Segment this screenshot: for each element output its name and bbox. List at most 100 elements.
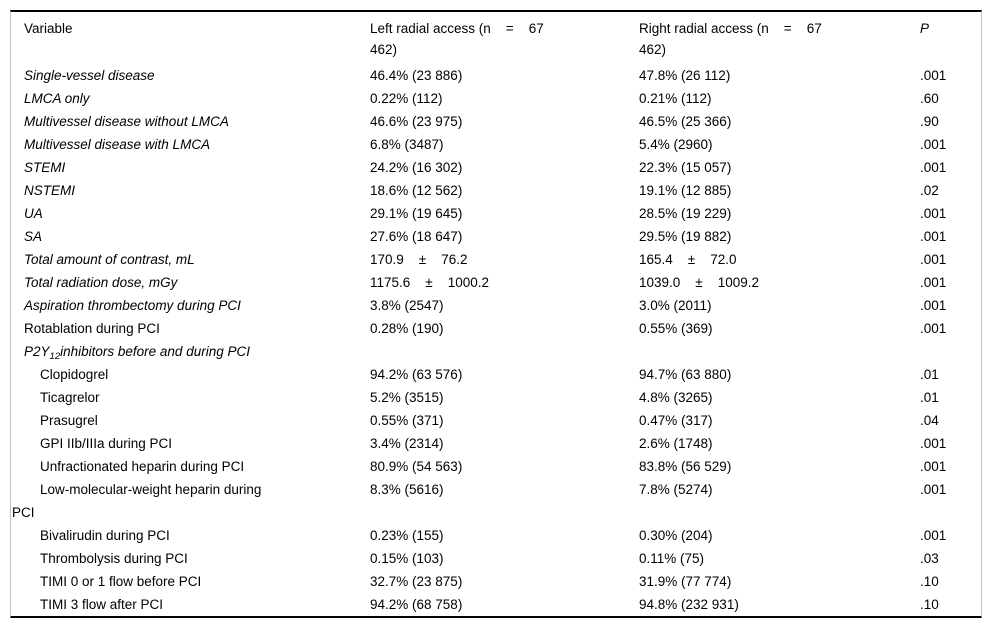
left-radial-value-cell: 5.2% (3515) <box>370 390 444 405</box>
row-label-cell: Thrombolysis during PCI <box>40 551 188 566</box>
p-value-cell: .10 <box>920 574 939 589</box>
right-radial-value-cell: 83.8% (56 529) <box>639 459 732 474</box>
left-radial-value-cell: 27.6% (18 647) <box>370 229 463 244</box>
table-row: Clopidogrel 94.2% (63 576) 94.7% (63 880… <box>11 363 981 386</box>
comparison-table: Variable Left radial access (n = 67 462)… <box>10 10 982 618</box>
p-value-cell: .01 <box>920 367 939 382</box>
right-radial-value-cell: 94.8% (232 931) <box>639 597 739 612</box>
p-value-cell: .90 <box>920 114 939 129</box>
p-value-cell: .02 <box>920 183 939 198</box>
table-row: Total amount of contrast, mL 170.9 ± 76.… <box>11 248 981 271</box>
right-radial-value-cell: 22.3% (15 057) <box>639 160 732 175</box>
col-header-left-radial-access: Left radial access (n = 67 462) <box>370 21 544 57</box>
left-radial-value-cell: 18.6% (12 562) <box>370 183 463 198</box>
row-label-cell: SA <box>24 229 43 244</box>
col-header-right-radial-access: Right radial access (n = 67 462) <box>639 21 822 57</box>
table-row: LMCA only 0.22% (112) 0.21% (112) .60 <box>11 87 981 110</box>
p-value-cell: .001 <box>920 482 947 497</box>
row-label-cell: P2Y12inhibitors before and during PCI <box>11 340 370 363</box>
p-value-cell: .10 <box>920 597 939 612</box>
row-label-cell: GPI IIb/IIIa during PCI <box>40 436 173 451</box>
left-radial-value-cell: 80.9% (54 563) <box>370 459 463 474</box>
table-row: Multivessel disease without LMCA 46.6% (… <box>11 110 981 133</box>
row-label-text: inhibitors before and during PCI <box>60 344 250 359</box>
row-label-cell: Total radiation dose, mGy <box>24 275 178 290</box>
row-label-cell: Bivalirudin during PCI <box>40 528 170 543</box>
row-label-cell: Multivessel disease without LMCA <box>24 114 229 129</box>
right-radial-value-cell: 29.5% (19 882) <box>639 229 732 244</box>
right-radial-value-cell: 0.47% (317) <box>639 413 713 428</box>
left-radial-value-cell: 46.6% (23 975) <box>370 114 463 129</box>
row-label-cell: Single-vessel disease <box>24 68 155 83</box>
right-radial-value-cell: 19.1% (12 885) <box>639 183 732 198</box>
p-value-cell: .001 <box>920 160 947 175</box>
row-label-cell: LMCA only <box>24 91 90 106</box>
left-radial-value-cell: 0.55% (371) <box>370 413 444 428</box>
table-body: Single-vessel disease 46.4% (23 886) 47.… <box>11 64 981 616</box>
table-row: Thrombolysis during PCI 0.15% (103) 0.11… <box>11 547 981 570</box>
row-label-cell: STEMI <box>24 160 66 175</box>
right-radial-value-cell: 47.8% (26 112) <box>639 68 731 83</box>
table-row: Multivessel disease with LMCA 6.8% (3487… <box>11 133 981 156</box>
left-radial-value-cell <box>370 340 639 363</box>
right-radial-value-cell: 1039.0 ± 1009.2 <box>639 275 759 290</box>
right-radial-value-cell: 0.11% (75) <box>639 551 705 566</box>
table-row: Bivalirudin during PCI 0.23% (155) 0.30%… <box>11 524 981 547</box>
row-label-cell: Ticagrelor <box>40 390 100 405</box>
row-label-cell: NSTEMI <box>24 183 76 198</box>
p-value-cell: .001 <box>920 68 947 83</box>
left-radial-value-cell: 46.4% (23 886) <box>370 68 463 83</box>
left-radial-value-cell: 6.8% (3487) <box>370 137 444 152</box>
right-radial-value-cell <box>639 340 920 363</box>
row-label-cell: Low-molecular-weight heparin during PCI <box>12 482 262 520</box>
table-row: TIMI 3 flow after PCI 94.2% (68 758) 94.… <box>11 593 981 616</box>
p-value-cell: .001 <box>920 321 947 336</box>
left-radial-value-cell: 3.4% (2314) <box>370 436 444 451</box>
table-row: GPI IIb/IIIa during PCI 3.4% (2314) 2.6%… <box>11 432 981 455</box>
row-label-cell: TIMI 0 or 1 flow before PCI <box>40 574 202 589</box>
left-radial-value-cell: 3.8% (2547) <box>370 298 444 313</box>
right-radial-value-cell: 28.5% (19 229) <box>639 206 732 221</box>
col-header-variable: Variable <box>24 21 73 36</box>
table-row: Low-molecular-weight heparin during PCI … <box>11 478 981 524</box>
p-value-cell: .001 <box>920 298 947 313</box>
p-value-cell: .03 <box>920 551 939 566</box>
table-row: Aspiration thrombectomy during PCI 3.8% … <box>11 294 981 317</box>
row-label-cell: Rotablation during PCI <box>24 321 160 336</box>
right-radial-value-cell: 4.8% (3265) <box>639 390 713 405</box>
right-radial-value-cell: 0.30% (204) <box>639 528 713 543</box>
table-row: NSTEMI 18.6% (12 562) 19.1% (12 885) .02 <box>11 179 981 202</box>
right-radial-value-cell: 2.6% (1748) <box>639 436 713 451</box>
row-label-cell: Clopidogrel <box>40 367 109 382</box>
row-label-text: P2Y <box>24 344 50 359</box>
table-row: Prasugrel 0.55% (371) 0.47% (317) .04 <box>11 409 981 432</box>
row-label-cell: Prasugrel <box>40 413 98 428</box>
left-radial-value-cell: 24.2% (16 302) <box>370 160 463 175</box>
row-label-cell: Multivessel disease with LMCA <box>24 137 211 152</box>
table-header-row: Variable Left radial access (n = 67 462)… <box>11 12 981 64</box>
left-radial-value-cell: 0.22% (112) <box>370 91 443 106</box>
p-value-cell <box>920 340 981 363</box>
table-row: Single-vessel disease 46.4% (23 886) 47.… <box>11 64 981 87</box>
right-radial-value-cell: 7.8% (5274) <box>639 482 713 497</box>
p-value-cell: .001 <box>920 137 947 152</box>
left-radial-value-cell: 170.9 ± 76.2 <box>370 252 468 267</box>
table-row: Total radiation dose, mGy 1175.6 ± 1000.… <box>11 271 981 294</box>
table-row: Unfractionated heparin during PCI 80.9% … <box>11 455 981 478</box>
p-value-cell: .60 <box>920 91 939 106</box>
p-value-cell: .04 <box>920 413 939 428</box>
col-header-p-value: P <box>920 21 930 36</box>
right-radial-value-cell: 31.9% (77 774) <box>639 574 732 589</box>
row-label-cell: Aspiration thrombectomy during PCI <box>24 298 241 313</box>
p-value-cell: .001 <box>920 206 947 221</box>
table-row: STEMI 24.2% (16 302) 22.3% (15 057) .001 <box>11 156 981 179</box>
table-row: TIMI 0 or 1 flow before PCI 32.7% (23 87… <box>11 570 981 593</box>
row-label-subscript: 12 <box>49 351 61 362</box>
table-row: SA 27.6% (18 647) 29.5% (19 882) .001 <box>11 225 981 248</box>
p-value-cell: .001 <box>920 275 947 290</box>
right-radial-value-cell: 0.55% (369) <box>639 321 713 336</box>
right-radial-value-cell: 46.5% (25 366) <box>639 114 732 129</box>
left-radial-value-cell: 1175.6 ± 1000.2 <box>370 275 489 290</box>
table-row: Rotablation during PCI 0.28% (190) 0.55%… <box>11 317 981 340</box>
left-radial-value-cell: 0.28% (190) <box>370 321 444 336</box>
